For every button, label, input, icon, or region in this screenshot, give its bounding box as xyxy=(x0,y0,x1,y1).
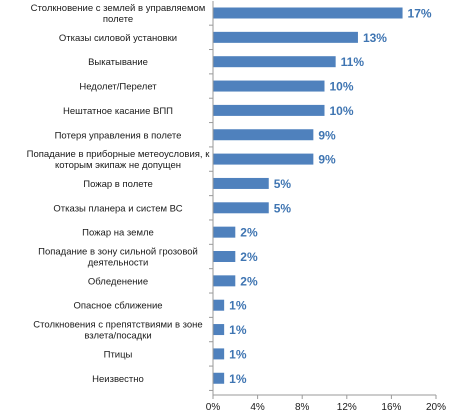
bar xyxy=(213,177,269,189)
category-label: полете xyxy=(103,14,133,25)
bar xyxy=(213,202,269,214)
category-label: взлета/посадки xyxy=(84,331,151,342)
bar xyxy=(213,324,225,336)
value-label: 1% xyxy=(229,372,247,386)
x-tick-label: 4% xyxy=(250,402,265,413)
category-label: Птицы xyxy=(104,349,133,360)
value-label: 10% xyxy=(330,80,354,94)
category-label: Попадание в зону сильной грозовой xyxy=(38,247,198,258)
value-label: 2% xyxy=(240,226,258,240)
value-label: 1% xyxy=(229,323,247,337)
value-label: 1% xyxy=(229,299,247,313)
value-label: 10% xyxy=(330,104,354,118)
category-label: которым экипаж не допущен xyxy=(55,160,181,171)
x-axis: 0% 4% 8% 12% 16% 20% xyxy=(206,1,446,413)
category-label: Попадание в приборные метеоусловия, к xyxy=(27,149,211,160)
x-tick-label: 12% xyxy=(337,402,357,413)
value-label: 9% xyxy=(318,128,336,142)
bar xyxy=(213,275,236,287)
bar xyxy=(213,299,225,311)
value-labels: 17% 13% 11% 10% 10% 9% 9% 5% 5% 2% 2% 2% 1% 1% 1% 1% xyxy=(229,7,432,386)
bar xyxy=(213,372,225,384)
category-labels: Столкновение с землей в управляемомполет… xyxy=(27,3,211,385)
category-label: Опасное сближение xyxy=(73,301,162,312)
value-label: 13% xyxy=(363,31,387,45)
category-label: Нештатное касание ВПП xyxy=(63,106,173,117)
category-label: деятельности xyxy=(88,258,149,269)
category-label: Потеря управления в полете xyxy=(55,130,182,141)
value-label: 2% xyxy=(240,250,258,264)
value-label: 5% xyxy=(274,201,292,215)
category-label: Столкновения с препятствиями в зоне xyxy=(33,320,202,331)
bar xyxy=(213,129,314,141)
category-label: Пожар в полете xyxy=(83,179,153,190)
x-tick-label: 0% xyxy=(206,402,221,413)
category-label: Столкновение с землей в управляемом xyxy=(31,3,206,14)
category-label: Обледенение xyxy=(88,276,148,287)
value-label: 2% xyxy=(240,274,258,288)
category-label: Неизвестно xyxy=(92,374,144,385)
bar xyxy=(213,153,314,165)
bar xyxy=(213,226,236,238)
bar xyxy=(213,251,236,262)
bar xyxy=(213,104,325,116)
value-label: 1% xyxy=(229,347,247,361)
bars xyxy=(213,7,403,384)
x-tick-label: 16% xyxy=(381,402,401,413)
value-label: 11% xyxy=(341,55,365,69)
category-label: Недолет/Перелет xyxy=(79,82,157,93)
value-label: 9% xyxy=(318,153,336,167)
category-label: Отказы силовой установки xyxy=(59,33,177,44)
bar xyxy=(213,31,358,43)
bar xyxy=(213,348,225,360)
x-tick-label: 20% xyxy=(426,402,446,413)
category-label: Выкатывание xyxy=(88,57,148,68)
category-label: Пожар на земле xyxy=(82,228,154,239)
bar xyxy=(213,56,336,68)
value-label: 17% xyxy=(408,7,432,21)
value-label: 5% xyxy=(274,177,292,191)
bar xyxy=(213,7,403,19)
category-label: Отказы планера и систем ВС xyxy=(53,203,182,214)
x-tick-label: 8% xyxy=(295,402,310,413)
bar xyxy=(213,80,325,92)
